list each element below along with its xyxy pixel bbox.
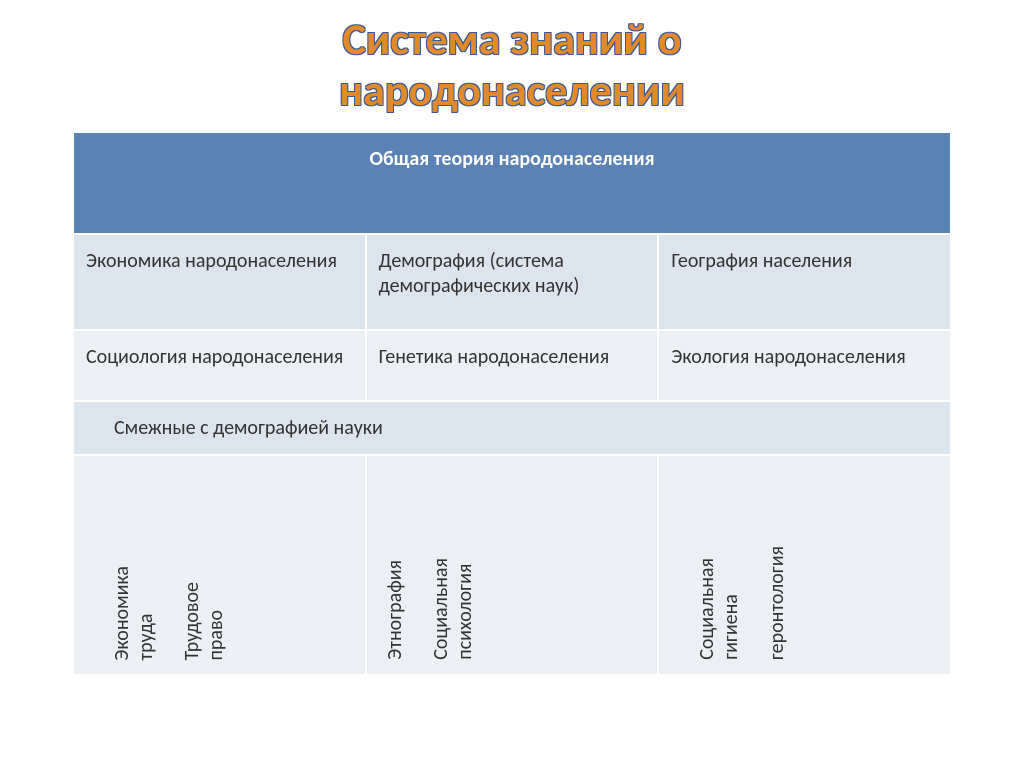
cell-geography: География населения bbox=[658, 234, 951, 330]
table-subheader-cell: Смежные с демографией науки bbox=[73, 401, 951, 455]
vtext-labor-law: Трудовое право bbox=[180, 582, 228, 661]
cell-genetics: Генетика народонаселения bbox=[366, 330, 659, 401]
table-header-cell: Общая теория народонаселения bbox=[73, 132, 951, 234]
vtext-gerontology: геронтология bbox=[765, 546, 789, 660]
vtext-labor-economics: Экономика труда bbox=[110, 566, 158, 661]
title-line-1: Система знаний о bbox=[342, 12, 681, 66]
table-header-row: Общая теория народонаселения bbox=[73, 132, 951, 234]
cell-sociology: Социология народонаселения bbox=[73, 330, 366, 401]
cell-related-3: Социальная гигиена геронтология bbox=[658, 455, 951, 675]
cell-related-1: Экономика труда Трудовое право bbox=[73, 455, 366, 675]
cell-related-2: Этнография Социальная психология bbox=[366, 455, 659, 675]
title-line-2: народонаселении bbox=[339, 63, 685, 117]
vtext-ethnography: Этнография bbox=[383, 560, 407, 660]
vertical-cell-content: Социальная гигиена геронтология bbox=[667, 470, 942, 660]
vertical-cell-content: Этнография Социальная психология bbox=[375, 470, 650, 660]
table-row-vertical: Экономика труда Трудовое право Этнографи… bbox=[73, 455, 951, 675]
cell-economics: Экономика народонаселения bbox=[73, 234, 366, 330]
table-row: Экономика народонаселения Демография (си… bbox=[73, 234, 951, 330]
cell-demography: Демография (система демографических наук… bbox=[366, 234, 659, 330]
table-container: Общая теория народонаселения Экономика н… bbox=[72, 131, 952, 676]
table-row: Социология народонаселения Генетика наро… bbox=[73, 330, 951, 401]
vtext-social-psychology: Социальная психология bbox=[429, 558, 477, 660]
knowledge-table: Общая теория народонаселения Экономика н… bbox=[72, 131, 952, 676]
vtext-social-hygiene: Социальная гигиена bbox=[695, 558, 743, 660]
page-title: Система знаний о народонаселении bbox=[0, 0, 1024, 125]
vertical-cell-content: Экономика труда Трудовое право bbox=[82, 470, 357, 660]
table-subheader-row: Смежные с демографией науки bbox=[73, 401, 951, 455]
cell-ecology: Экология народонаселения bbox=[658, 330, 951, 401]
